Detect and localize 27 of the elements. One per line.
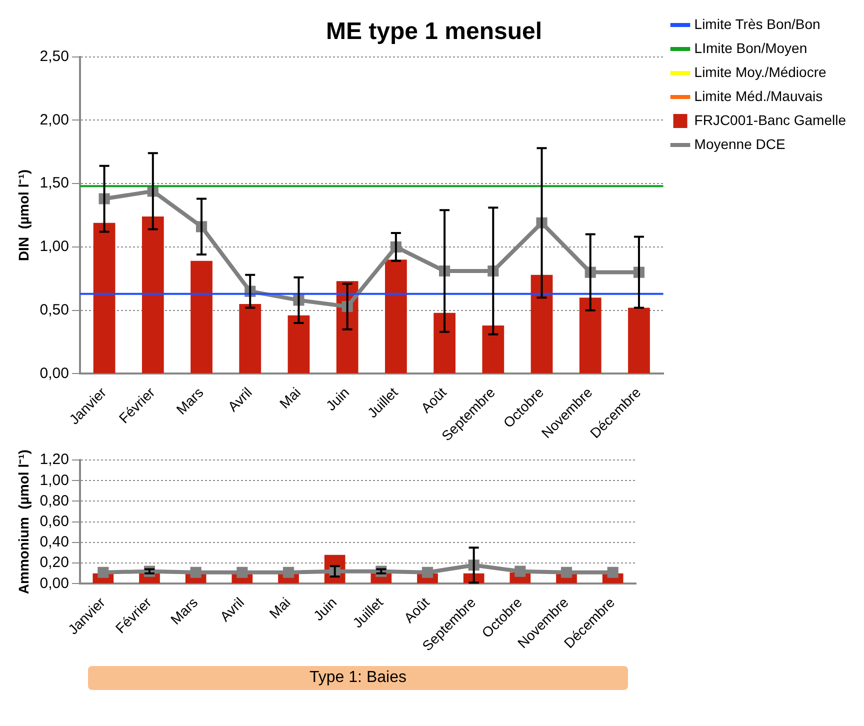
y-tick-label: 1,50	[40, 174, 69, 192]
y-tick-label: 1,00	[40, 238, 69, 256]
y-tick-label: 0,50	[40, 301, 69, 318]
y-axis-title: DIN (µmol l⁻¹)	[15, 169, 32, 262]
y-tick-label: 0,60	[40, 512, 69, 530]
y-tick-label: 0,20	[40, 554, 69, 572]
x-tick-label: Mai	[276, 384, 304, 412]
y-tick-label: 1,00	[40, 472, 69, 489]
y-tick-label: 0,80	[40, 492, 69, 510]
legend-label: Moyenne DCE	[694, 136, 786, 152]
chart-title: ME type 1 mensuel	[326, 18, 542, 46]
legend-label: Limite Très Bon/Bon	[694, 16, 820, 32]
x-tick-label: Juin	[310, 594, 340, 624]
text: Limite Moy./Médiocre	[694, 64, 826, 80]
x-tick-label: Mai	[266, 594, 294, 622]
y-tick-label: 2,00	[40, 111, 69, 128]
y-tick-label: 0,00	[40, 364, 69, 382]
x-tick-label: Juin	[322, 384, 352, 414]
y-tick-label: 1,20	[40, 451, 69, 468]
y-tick-label: 2,50	[40, 48, 69, 65]
y-axis-title: Ammonium (µmol l⁻¹)	[15, 450, 32, 594]
legend-label: FRJC001-Banc Gamelle	[694, 112, 846, 128]
legend-label: LImite Bon/Moyen	[694, 40, 808, 56]
y-tick-label: 0,00	[40, 574, 69, 592]
text: Limite Méd./Mauvais	[694, 88, 823, 104]
text: Type 1: Baies	[88, 666, 628, 690]
y-tick-label: 0,40	[40, 534, 69, 551]
